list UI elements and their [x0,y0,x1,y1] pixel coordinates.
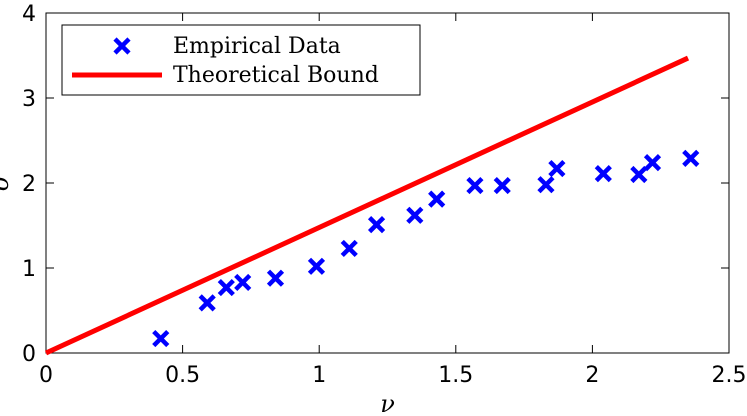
empirical-data-point [682,149,700,167]
legend-box [61,24,421,96]
empirical-data-point [198,294,216,312]
empirical-data-point [428,190,446,208]
marker-stroke-b [537,176,555,194]
empirical-data-point [152,329,170,348]
empirical-data-point [234,273,252,292]
marker-stroke-b [113,37,131,55]
empirical-data-point [537,176,555,194]
marker-stroke-b [367,216,386,234]
empirical-data-point [548,159,566,178]
marker-stroke-b [340,239,358,258]
empirical-data-point [466,176,484,195]
marker-stroke-b [466,176,484,195]
plot-series [44,55,700,356]
x-tick-label: 1.5 [438,363,473,388]
empirical-data-point [406,206,424,224]
theoretical-bound-line [44,55,690,356]
marker-stroke-b [217,278,235,297]
x-axis-label: ν [380,390,395,416]
y-tick-label: 4 [22,2,36,27]
empirical-data-point [367,216,386,234]
y-tick-label: 2 [22,172,36,197]
empirical-data-point [307,257,326,275]
y-axis-label: σ [0,174,14,191]
x-tick-label: 0 [39,363,53,388]
empirical-data-point [340,239,358,258]
empirical-data-point [266,269,285,287]
empirical-data-point [630,165,648,184]
empirical-data-point [217,278,235,297]
legend-label: Theoretical Bound [173,63,379,88]
marker-stroke-b [643,154,662,172]
marker-stroke-b [548,159,566,178]
y-tick-label: 0 [22,342,36,367]
marker-stroke-b [682,149,700,167]
empirical-data-point [594,165,612,183]
marker-stroke-b [198,294,216,312]
marker-stroke-b [630,165,648,184]
marker-stroke-b [266,269,285,287]
marker-stroke-b [428,190,446,208]
legend-marker-empirical [113,37,131,55]
y-tick-label: 1 [22,257,36,282]
x-tick-label: 2.5 [712,363,747,388]
marker-stroke-b [406,206,424,224]
marker-stroke-b [152,329,170,348]
marker-stroke-b [307,257,326,275]
empirical-data-point [493,176,511,195]
marker-stroke-b [234,273,252,292]
legend: Empirical Data Theoretical Bound [61,24,421,96]
marker-stroke-b [493,176,511,195]
marker-stroke-b [594,165,612,183]
y-tick-label: 3 [22,87,36,112]
x-tick-label: 2 [585,363,599,388]
x-tick-label: 0.5 [165,363,200,388]
x-tick-label: 1 [312,363,326,388]
legend-label: Empirical Data [173,34,341,59]
empirical-data-point [643,154,662,172]
